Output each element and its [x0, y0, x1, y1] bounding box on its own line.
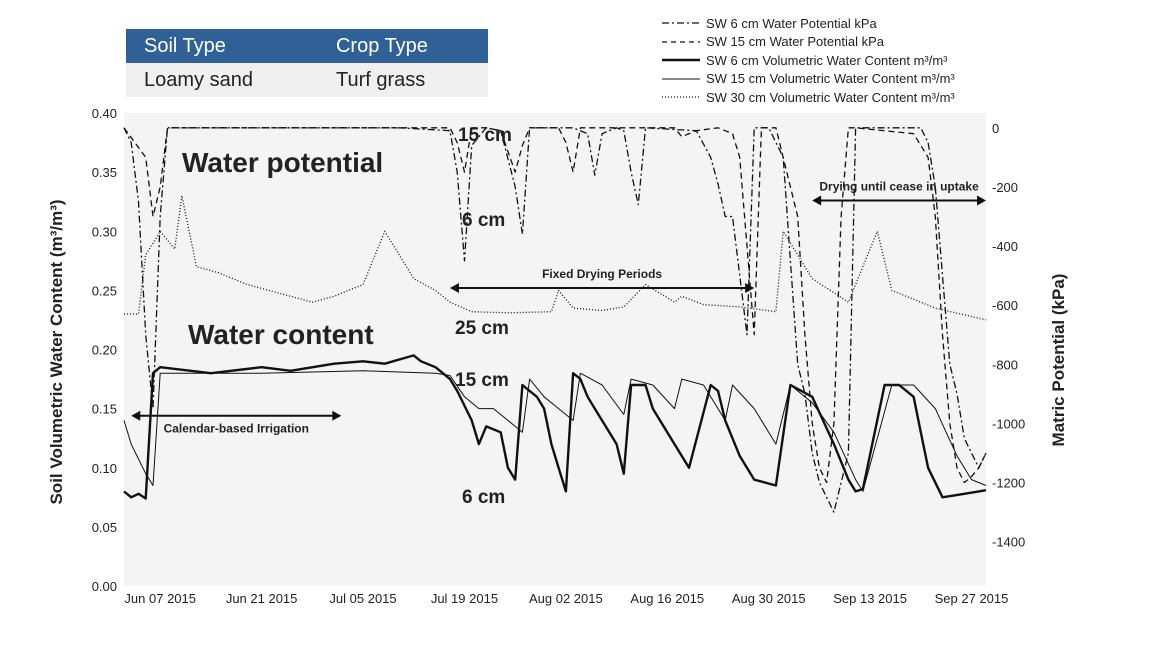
legend-item-sw6-potential: SW 6 cm Water Potential kPa — [660, 14, 955, 33]
x-tick-label: Jun 07 2015 — [124, 591, 196, 606]
annotation-title: Water potential — [182, 147, 383, 178]
legend-item-sw15-potential: SW 15 cm Water Potential kPa — [660, 33, 955, 52]
legend-swatch-dotted — [662, 96, 700, 98]
annotation-arrow-head-right — [332, 410, 342, 421]
depth-label: 25 cm — [455, 318, 509, 339]
soil-type-value: Loamy sand — [126, 63, 336, 97]
y-right-axis-title: Matric Potential (kPa) — [1049, 274, 1068, 447]
y-right-tick-label: -600 — [992, 298, 1018, 313]
x-tick-label: Aug 30 2015 — [732, 591, 806, 606]
series-line-2 — [123, 354, 987, 500]
y-left-tick-label: 0.35 — [92, 165, 117, 180]
annotation-arrow-head-left — [131, 410, 141, 421]
plot-area — [124, 113, 986, 586]
annotation-arrow-head-left — [449, 283, 459, 294]
legend-swatch-thin — [662, 78, 700, 80]
x-tick-label: Aug 16 2015 — [630, 591, 704, 606]
y-left-tick-label: 0.40 — [92, 106, 117, 121]
annotation-arrow-head-left — [812, 195, 822, 206]
y-left-tick-label: 0.10 — [92, 461, 117, 476]
depth-label: 6 cm — [462, 487, 505, 508]
legend-swatch-dashdot — [662, 22, 700, 24]
y-right-tick-label: -1400 — [992, 535, 1025, 550]
y-right-tick-label: -800 — [992, 357, 1018, 372]
legend-label: SW 15 cm Volumetric Water Content m³/m³ — [706, 71, 955, 87]
y-left-tick-label: 0.25 — [92, 283, 117, 298]
annotation-title: Water content — [188, 319, 374, 350]
depth-label: 15 cm — [455, 370, 509, 391]
y-left-tick-label: 0.20 — [92, 343, 117, 358]
annotation-label: Fixed Drying Periods — [542, 267, 662, 281]
crop-type-header: Crop Type — [335, 29, 488, 63]
series-line-1 — [123, 127, 987, 484]
x-tick-label: Jun 21 2015 — [226, 591, 298, 606]
soil-type-header: Soil Type — [126, 29, 336, 63]
legend-item-sw15-vwc: SW 15 cm Volumetric Water Content m³/m³ — [660, 70, 955, 89]
annotation-arrow-head-right — [745, 283, 755, 294]
legend-item-sw30-vwc: SW 30 cm Volumetric Water Content m³/m³ — [660, 88, 955, 107]
soil-crop-info-table: Soil Type Crop Type Loamy sand Turf gras… — [126, 29, 488, 97]
depth-label: 6 cm — [462, 210, 505, 231]
y-right-tick-label: -1000 — [992, 416, 1025, 431]
depth-label: 15 cm — [458, 125, 512, 146]
crop-type-value: Turf grass — [335, 63, 488, 97]
y-left-tick-label: 0.30 — [92, 224, 117, 239]
annotation-label: Drying until cease in uptake — [819, 180, 979, 194]
series-line-3 — [123, 370, 987, 492]
annotation-arrow-head-right — [977, 195, 986, 206]
y-right-tick-label: 0 — [992, 121, 999, 136]
y-left-axis-title: Soil Volumetric Water Content (m³/m³) — [47, 199, 66, 504]
legend-label: SW 15 cm Water Potential kPa — [706, 34, 884, 50]
y-right-tick-label: -400 — [992, 239, 1018, 254]
annotation-label: Calendar-based Irrigation — [164, 422, 309, 436]
legend-label: SW 6 cm Volumetric Water Content m³/m³ — [706, 52, 948, 68]
legend-label: SW 30 cm Volumetric Water Content m³/m³ — [706, 89, 955, 105]
y-right-tick-label: -200 — [992, 180, 1018, 195]
y-left-tick-label: 0.00 — [92, 579, 117, 594]
y-right-tick-label: -1200 — [992, 476, 1025, 491]
x-tick-label: Aug 02 2015 — [529, 591, 603, 606]
chart-legend: SW 6 cm Water Potential kPa SW 15 cm Wat… — [660, 14, 955, 107]
legend-swatch-dashed — [662, 41, 700, 43]
x-tick-label: Jul 05 2015 — [329, 591, 396, 606]
legend-swatch-thick — [662, 59, 700, 62]
y-left-tick-label: 0.05 — [92, 520, 117, 535]
legend-item-sw6-vwc: SW 6 cm Volumetric Water Content m³/m³ — [660, 51, 955, 70]
legend-label: SW 6 cm Water Potential kPa — [706, 15, 877, 31]
series-line-0 — [123, 127, 987, 513]
x-tick-label: Sep 27 2015 — [935, 591, 1009, 606]
y-left-tick-label: 0.15 — [92, 402, 117, 417]
x-tick-label: Jul 19 2015 — [431, 591, 498, 606]
x-tick-label: Sep 13 2015 — [833, 591, 907, 606]
